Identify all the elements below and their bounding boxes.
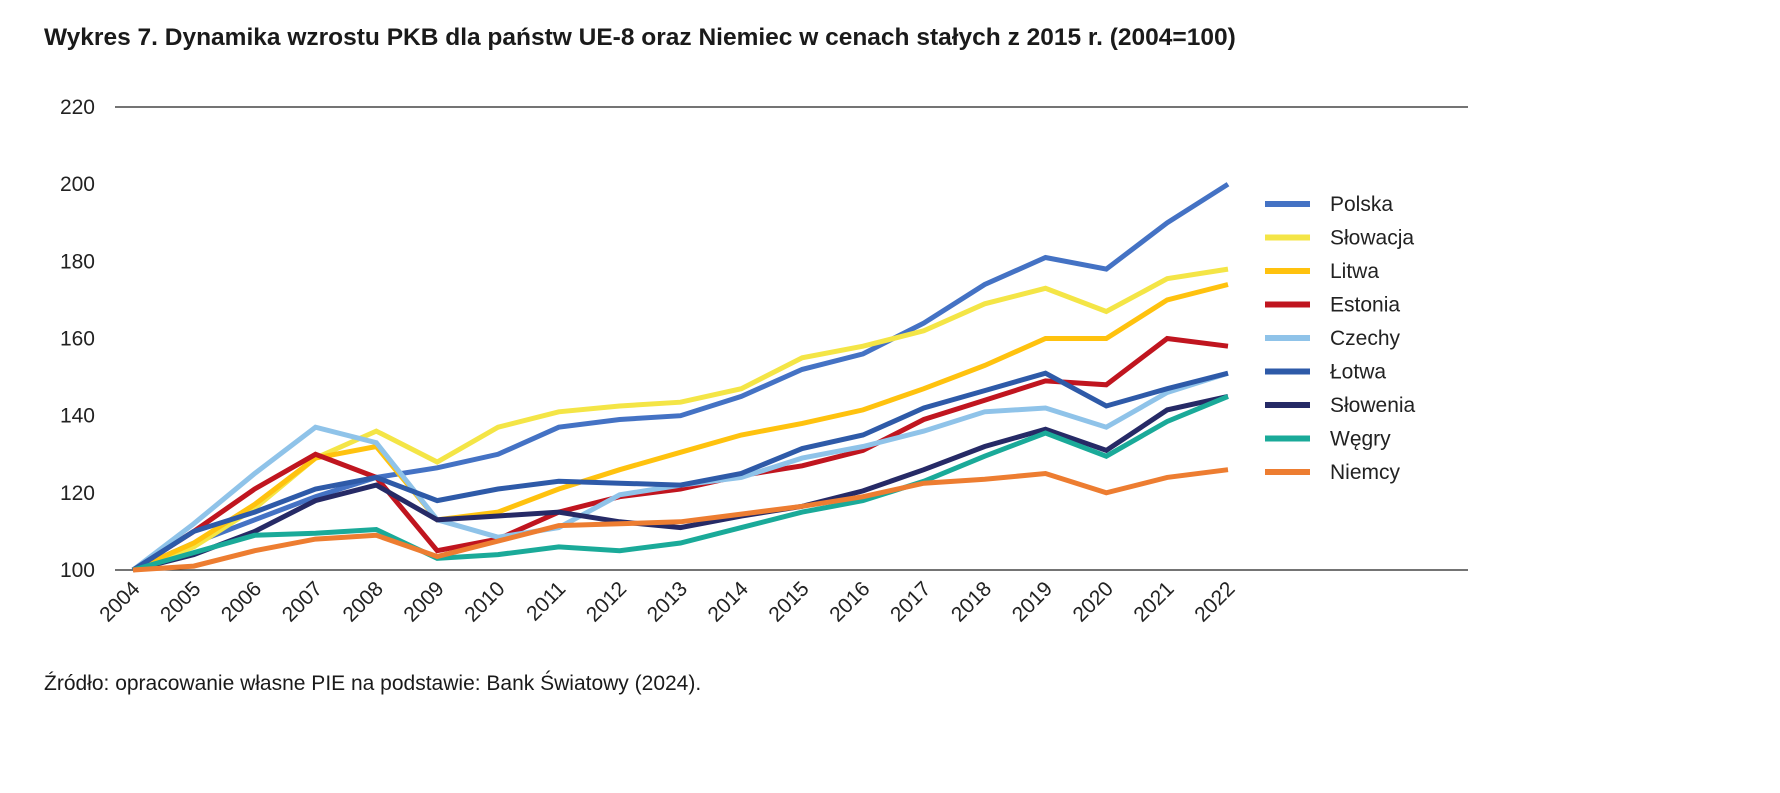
series-line-litwa xyxy=(131,282,1229,573)
x-tick-label: 2009 xyxy=(399,577,448,626)
x-tick-label: 2014 xyxy=(704,577,754,627)
x-tick-label: 2013 xyxy=(643,577,692,626)
legend-label: Słowenia xyxy=(1330,394,1416,417)
x-tick-label: 2007 xyxy=(278,577,327,626)
y-tick-label: 120 xyxy=(60,482,95,505)
legend-label: Niemcy xyxy=(1330,461,1401,484)
y-tick-label: 140 xyxy=(60,405,95,428)
y-tick-label: 100 xyxy=(60,559,95,582)
series-line-łotwa xyxy=(131,370,1229,573)
series-line-estonia xyxy=(131,335,1229,573)
chart-source: Źródło: opracowanie własne PIE na podsta… xyxy=(44,672,702,695)
x-tick-label: 2022 xyxy=(1190,577,1239,626)
x-tick-label: 2015 xyxy=(764,577,813,626)
x-tick-label: 2005 xyxy=(156,577,205,626)
y-tick-label: 200 xyxy=(60,173,95,196)
y-tick-label: 160 xyxy=(60,328,95,351)
x-tick-label: 2011 xyxy=(522,577,570,625)
chart-title: Wykres 7. Dynamika wzrostu PKB dla państ… xyxy=(44,24,1236,51)
series-line-polska xyxy=(131,182,1230,573)
x-tick-label: 2012 xyxy=(582,577,631,626)
legend-label: Łotwa xyxy=(1330,361,1386,384)
series-line-niemcy xyxy=(132,467,1229,573)
legend-label: Litwa xyxy=(1330,260,1379,283)
x-tick-label: 2008 xyxy=(339,577,388,626)
x-tick-label: 2010 xyxy=(460,577,509,626)
x-tick-label: 2016 xyxy=(825,577,874,626)
legend-label: Estonia xyxy=(1330,294,1400,317)
x-tick-label: 2018 xyxy=(947,577,996,626)
x-tick-label: 2020 xyxy=(1069,577,1118,626)
x-tick-label: 2004 xyxy=(95,577,145,627)
series-line-węgry xyxy=(132,394,1229,573)
legend-label: Węgry xyxy=(1330,428,1391,451)
y-tick-label: 180 xyxy=(60,250,95,273)
legend-label: Polska xyxy=(1330,193,1393,216)
series-line-słowenia xyxy=(132,393,1229,573)
x-tick-label: 2021 xyxy=(1129,577,1178,626)
x-tick-label: 2017 xyxy=(886,577,935,626)
series-line-słowacja xyxy=(132,266,1229,573)
x-tick-label: 2006 xyxy=(217,577,266,626)
legend-label: Słowacja xyxy=(1330,227,1414,250)
y-tick-label: 220 xyxy=(60,96,95,119)
x-tick-label: 2019 xyxy=(1008,577,1057,626)
legend-label: Czechy xyxy=(1330,327,1401,350)
